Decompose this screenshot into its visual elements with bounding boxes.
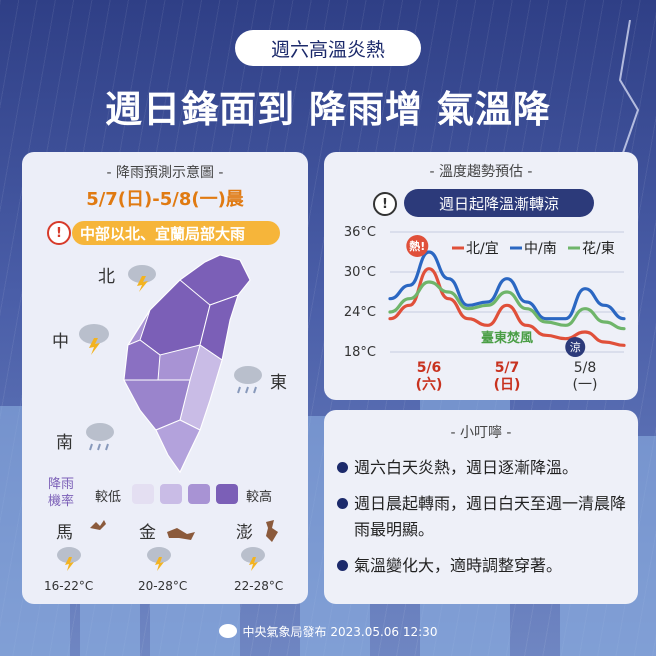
bullet-icon <box>337 560 348 571</box>
legend-label: 中/南 <box>524 241 557 257</box>
y-tick-label: 30°C <box>344 265 376 280</box>
x-tick-day: (一) <box>573 377 598 393</box>
tips-list: 週六白天炎熱，週日逐漸降溫。 週日晨起轉雨，週日白天至週一清晨降雨最明顯。 氣溫… <box>337 455 629 579</box>
thunderstorm-icon <box>128 265 156 292</box>
series-line <box>388 250 626 321</box>
rain-cloud-icon <box>86 423 114 451</box>
foehn-label: 臺東焚風 <box>481 330 533 346</box>
hot-badge <box>406 235 429 257</box>
thunderstorm-icon <box>147 547 171 571</box>
bullet-icon <box>337 498 348 509</box>
legend-label: 北/宜 <box>466 241 499 257</box>
legend-high-label: 較高 <box>246 490 273 505</box>
thunderstorm-icon <box>79 324 109 355</box>
bullet-icon <box>337 462 348 473</box>
island-name-matsu: 馬 <box>56 523 73 543</box>
x-tick-date: 5/8 <box>574 360 597 376</box>
page-title: 週日鋒面到 降雨增 氣溫降 <box>105 88 551 131</box>
rain-card-header: - 降雨預測示意圖 - <box>106 165 224 181</box>
region-label-central: 中 <box>52 332 69 352</box>
legend-swatch <box>216 484 238 504</box>
legend-low-label: 較低 <box>95 490 122 505</box>
temp-alert-pill: 週日起降溫漸轉涼 <box>404 189 594 217</box>
series-line <box>388 267 626 347</box>
tips-header: - 小叮嚀 - <box>450 425 512 441</box>
footer: 中央氣象局發布 2023.05.06 12:30 <box>0 620 656 642</box>
region-label-north: 北 <box>98 267 115 287</box>
temperature-chart: 36°C 30°C 24°C 18°C 北/宜 中/南 花/東 5/6(六) 5/7(日) 5/8… <box>344 225 626 393</box>
region-label-east: 東 <box>270 373 287 393</box>
legend-swatch <box>188 484 210 504</box>
legend-swatches <box>132 484 242 504</box>
region-label-south: 南 <box>56 433 73 453</box>
kinmen-island-shape <box>167 528 195 540</box>
x-tick-day: (日) <box>494 377 521 393</box>
y-tick-label: 36°C <box>344 225 376 240</box>
temp-card-header: - 溫度趨勢預估 - <box>429 164 533 180</box>
y-tick-label: 24°C <box>344 305 376 320</box>
temp-alert-icon: ! <box>373 192 397 216</box>
island-temp-kinmen: 20-28°C <box>138 579 188 593</box>
x-tick-day: (六) <box>416 376 443 393</box>
taiwan-rain-map <box>123 254 251 474</box>
legend-label: 花/東 <box>582 241 615 257</box>
tips-card <box>324 410 638 604</box>
cool-badge-text: 涼 <box>570 340 581 354</box>
rain-alert-text: 中部以北、宜蘭局部大雨 <box>80 225 246 243</box>
matsu-island-shape <box>90 520 106 530</box>
legend-label: 降雨 機率 <box>48 477 75 509</box>
x-tick-date: 5/6 <box>417 360 442 376</box>
series-line <box>388 280 626 331</box>
island-name-kinmen: 金 <box>139 523 156 543</box>
legend-swatch <box>132 484 154 504</box>
thunderstorm-icon <box>57 547 81 571</box>
island-temp-penghu: 22-28°C <box>234 579 284 593</box>
legend-swatch <box>160 484 182 504</box>
rain-date-range: 5/7(日)-5/8(一)晨 <box>86 189 244 210</box>
penghu-island-shape <box>266 520 278 542</box>
rain-cloud-icon <box>234 366 262 394</box>
island-name-penghu: 澎 <box>236 523 253 543</box>
header-tag: 週六高溫炎熱 <box>235 30 421 66</box>
tip-item: 週日晨起轉雨，週日白天至週一清晨降雨最明顯。 <box>337 491 629 543</box>
rain-alert-pill <box>72 221 280 245</box>
x-tick-date: 5/7 <box>495 360 520 376</box>
rain-alert-icon: ! <box>47 221 71 245</box>
tip-item: 週六白天炎熱，週日逐漸降溫。 <box>337 455 629 481</box>
thunderstorm-icon <box>241 547 265 571</box>
cool-badge <box>565 337 586 357</box>
hot-badge-text: 熱! <box>409 239 425 253</box>
tip-item: 氣溫變化大，適時調整穿著。 <box>337 553 629 579</box>
cwb-logo-icon <box>218 624 237 638</box>
y-tick-label: 18°C <box>344 345 376 360</box>
island-temp-matsu: 16-22°C <box>44 579 94 593</box>
